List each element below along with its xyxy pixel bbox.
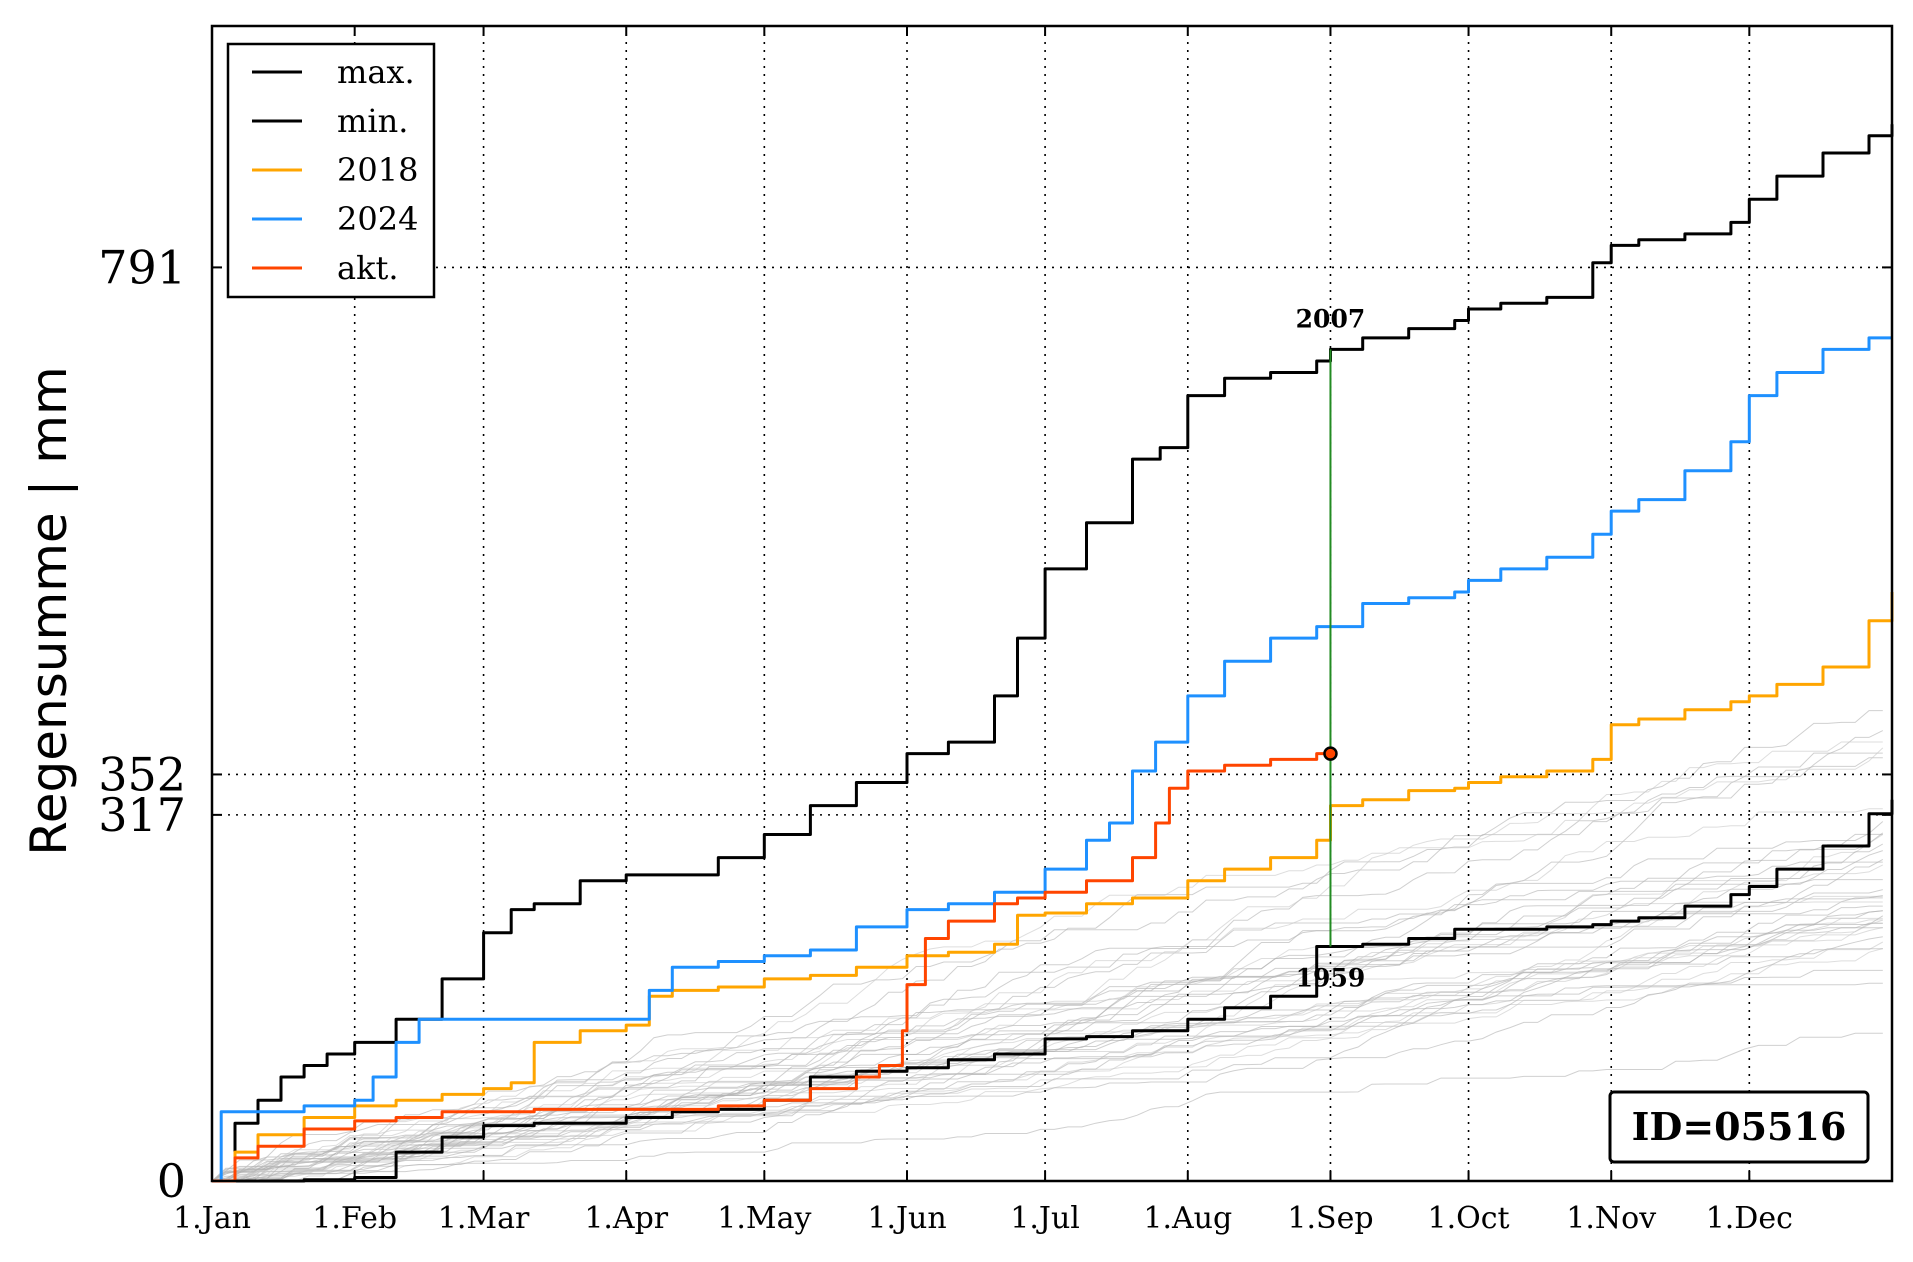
background-curve	[212, 927, 1883, 1182]
series-line-max	[212, 124, 1894, 1183]
legend-label: 2018	[337, 151, 418, 189]
x-tick-label: 1.Jul	[1010, 1201, 1080, 1236]
background-curve	[212, 936, 1883, 1182]
series-lines	[212, 124, 1894, 1183]
background-curve	[211, 752, 1883, 1182]
legend-label: max.	[337, 53, 415, 91]
background-curve	[212, 747, 1884, 1182]
legend-label: 2024	[337, 200, 418, 238]
plot-area: 2007 1959	[211, 26, 1894, 1183]
background-curve	[212, 915, 1884, 1182]
y-tick-label: 791	[98, 240, 186, 294]
background-curve	[211, 832, 1884, 1182]
background-curve	[212, 1032, 1883, 1182]
background-curve	[211, 941, 1884, 1182]
x-tick-label: 1.Apr	[584, 1201, 668, 1236]
background-curve	[211, 710, 1883, 1182]
station-id-label: ID=05516	[1632, 1104, 1847, 1149]
x-tick-label: 1.Jun	[867, 1201, 946, 1236]
y-tick-label: 317	[98, 788, 186, 842]
min-year-annotation: 1959	[1296, 964, 1366, 993]
y-tick-label: 0	[157, 1154, 186, 1208]
series-line-2024	[212, 336, 1892, 1183]
current-value-marker	[1323, 746, 1338, 761]
y-axis-label: Regensumme | mm	[20, 366, 78, 855]
background-curve	[211, 757, 1883, 1182]
y-tick-label: 352	[98, 747, 186, 801]
x-tick-label: 1.Dec	[1706, 1201, 1793, 1236]
background-curve	[211, 910, 1883, 1182]
background-curve	[211, 922, 1883, 1182]
background-curve	[212, 808, 1883, 1182]
x-tick-label: 1.Feb	[312, 1201, 397, 1236]
x-tick-label: 1.Aug	[1143, 1201, 1232, 1236]
legend-label: akt.	[337, 249, 399, 287]
x-axis-ticks: 1.Jan 1.Feb 1.Mar 1.Apr 1.May 1.Jun 1.Jul 1.Aug…	[173, 26, 1793, 1236]
series-line-2018	[212, 592, 1894, 1183]
x-tick-label: 1.Jan	[173, 1201, 251, 1236]
background-curve	[211, 833, 1883, 1182]
background-curve	[212, 879, 1883, 1182]
legend-label: min.	[337, 102, 408, 140]
background-curve	[211, 833, 1884, 1182]
x-tick-label: 1.Oct	[1428, 1201, 1510, 1236]
series-line-min	[212, 799, 1894, 1183]
x-tick-label: 1.May	[717, 1201, 811, 1236]
x-tick-label: 1.Mar	[438, 1201, 530, 1236]
grid-lines	[212, 26, 1892, 1181]
x-tick-label: 1.Sep	[1287, 1201, 1373, 1236]
plot-frame	[210, 24, 1894, 1183]
max-year-annotation: 2007	[1296, 304, 1366, 333]
series-line-akt	[212, 752, 1331, 1183]
background-curve	[211, 901, 1883, 1182]
x-tick-label: 1.Nov	[1566, 1201, 1656, 1236]
station-id-box: ID=05516	[1608, 1090, 1870, 1164]
legend: max. min. 2018 2024 akt.	[226, 42, 436, 299]
